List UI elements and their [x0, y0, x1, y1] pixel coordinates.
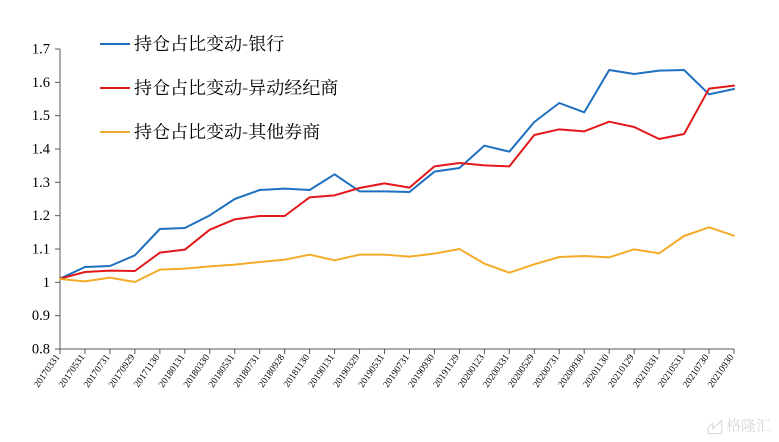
svg-text:1.2: 1.2 [32, 208, 50, 224]
svg-text:1.1: 1.1 [32, 242, 50, 258]
svg-text:1: 1 [43, 275, 50, 291]
svg-text:1.3: 1.3 [32, 175, 50, 191]
svg-text:1.5: 1.5 [32, 108, 50, 124]
svg-text:0.8: 0.8 [32, 342, 50, 358]
svg-text:持仓占比变动-异动经纪商: 持仓占比变动-异动经纪商 [134, 74, 338, 100]
svg-text:持仓占比变动-银行: 持仓占比变动-银行 [134, 30, 284, 56]
svg-text:1.7: 1.7 [32, 42, 50, 58]
svg-text:20210930: 20210930 [706, 353, 736, 390]
svg-text:持仓占比变动-其他券商: 持仓占比变动-其他券商 [134, 118, 320, 144]
svg-text:1.4: 1.4 [32, 142, 51, 158]
svg-text:0.9: 0.9 [32, 308, 50, 324]
svg-text:1.6: 1.6 [32, 75, 50, 91]
